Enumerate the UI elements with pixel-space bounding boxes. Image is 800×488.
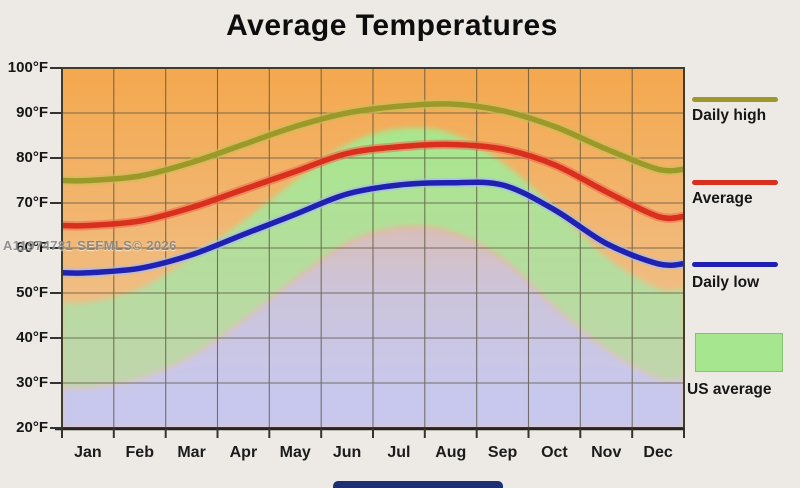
x-month-label: Feb (125, 444, 154, 461)
legend-label-daily-low: Daily low (692, 274, 760, 291)
legend-swatch-daily-low (692, 262, 778, 267)
x-month-label: May (279, 444, 311, 461)
legend-label-us-average: US average (687, 381, 772, 398)
watermark: A11974781 SEFMLS© 2026 (3, 238, 177, 253)
x-month-label: Jan (74, 444, 102, 461)
x-month-label: Jun (332, 444, 362, 461)
y-tick-label: 50°F (16, 284, 48, 301)
y-tick-label: 80°F (16, 149, 48, 166)
chart-title: Average Temperatures (226, 9, 558, 42)
x-month-label: Jul (387, 444, 411, 461)
x-month-label: Aug (435, 444, 467, 461)
y-tick-label: 30°F (16, 374, 48, 391)
x-month-label: Nov (591, 444, 622, 461)
y-tick-label: 40°F (16, 329, 48, 346)
legend-label-average: Average (692, 190, 753, 207)
bottom-scrollbar[interactable] (333, 481, 503, 488)
x-month-label: Sep (487, 444, 518, 461)
y-tick-label: 70°F (16, 194, 48, 211)
y-tick-label: 60°F (16, 239, 48, 256)
x-month-label: Mar (177, 444, 206, 461)
legend-swatch-us-average (695, 333, 783, 372)
legend-swatch-average (692, 180, 778, 185)
x-month-label: Apr (229, 444, 258, 461)
x-month-label: Dec (643, 444, 673, 461)
legend-label-daily-high: Daily high (692, 107, 767, 124)
y-tick-label: 100°F (7, 59, 48, 76)
x-month-label: Oct (541, 444, 568, 461)
y-tick-label: 20°F (16, 419, 48, 436)
legend-swatch-daily-high (692, 97, 778, 102)
y-tick-label: 90°F (16, 104, 48, 121)
